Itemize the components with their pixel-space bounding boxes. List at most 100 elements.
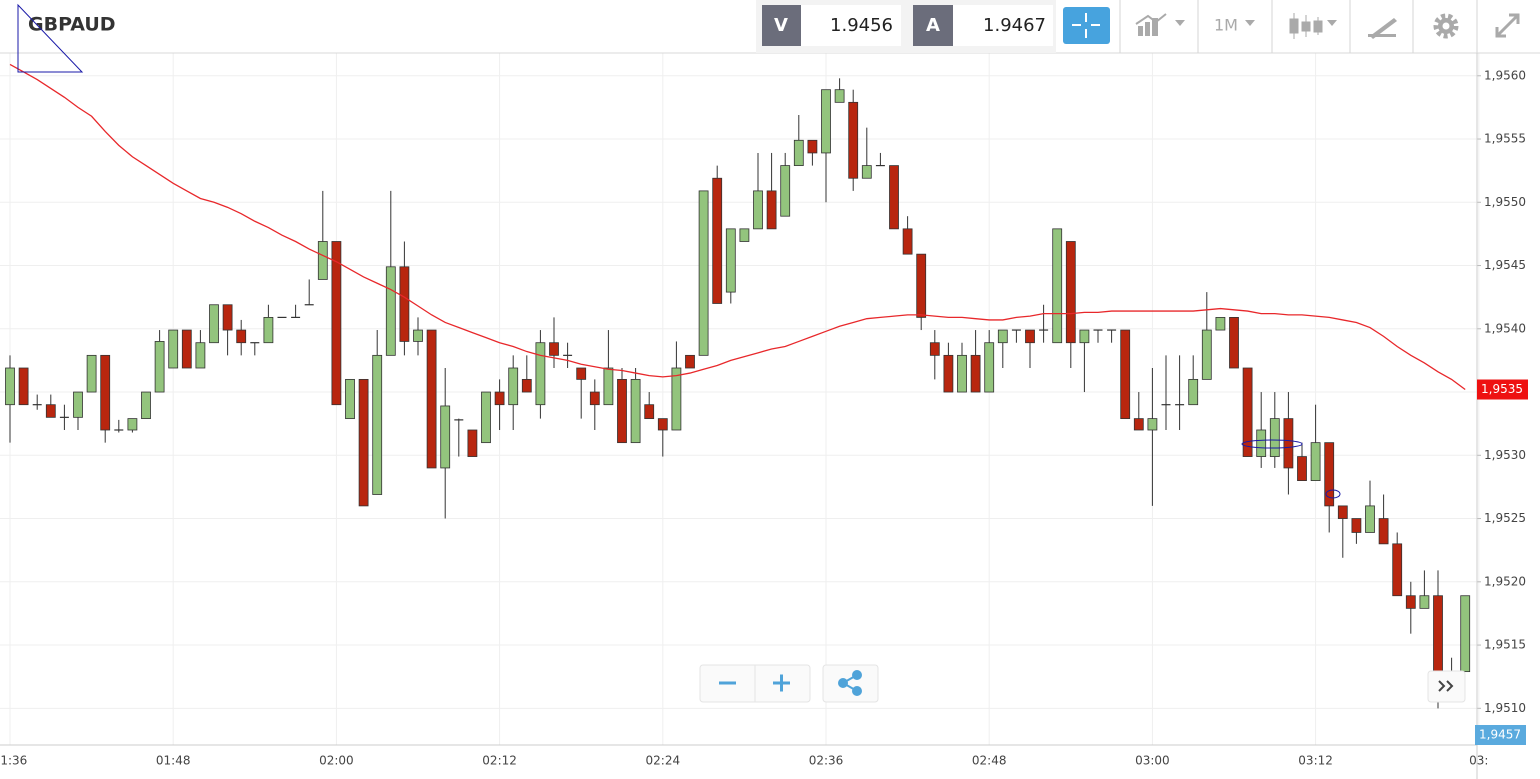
bear-candle bbox=[1025, 329, 1035, 344]
x-tick-label: 01:36 bbox=[0, 754, 27, 768]
bull-candle bbox=[508, 367, 519, 406]
bear-candle bbox=[1283, 418, 1294, 469]
bull-candle bbox=[698, 190, 709, 356]
y-tick-label: 1,9530 bbox=[1484, 448, 1526, 462]
bull-candle bbox=[317, 241, 328, 280]
toolbar-dividers bbox=[1119, 0, 1478, 53]
bear-candle bbox=[1242, 367, 1253, 457]
fullscreen-button[interactable] bbox=[1495, 13, 1520, 38]
bull-candle bbox=[1201, 329, 1212, 380]
bull-candle bbox=[209, 304, 219, 344]
bear-candle bbox=[685, 354, 695, 369]
buy-price-box bbox=[953, 5, 1053, 46]
bull-candle bbox=[753, 190, 763, 230]
bull-candle bbox=[168, 329, 179, 369]
bear-candle bbox=[549, 342, 559, 356]
sell-price: 1.9456 bbox=[830, 15, 893, 36]
bear-candle bbox=[617, 378, 627, 444]
bull-candle bbox=[481, 391, 491, 444]
sell-price-box bbox=[801, 5, 901, 46]
draw-tool-button[interactable] bbox=[1368, 18, 1397, 39]
sell-label: V bbox=[774, 15, 788, 36]
share-icon bbox=[838, 670, 862, 696]
bid-price-label: 1,9457 bbox=[1479, 728, 1521, 742]
y-tick-label: 1,9555 bbox=[1484, 132, 1526, 146]
bear-candle bbox=[1133, 418, 1144, 431]
bear-candle bbox=[807, 139, 818, 154]
bear-candle bbox=[916, 253, 927, 318]
bull-candle bbox=[671, 367, 682, 431]
scroll-to-end-button[interactable] bbox=[1427, 670, 1466, 703]
bull-candle bbox=[1256, 429, 1267, 457]
bull-candle bbox=[127, 418, 138, 431]
bull-candle bbox=[739, 228, 750, 242]
bear-candle bbox=[657, 418, 668, 431]
buy-button[interactable] bbox=[913, 5, 953, 46]
bull-candle bbox=[861, 165, 872, 179]
x-tick-label: 02:00 bbox=[319, 754, 354, 768]
plot bbox=[5, 63, 1471, 709]
bear-candle bbox=[902, 228, 913, 255]
bear-candle bbox=[576, 367, 587, 380]
candle-type-button[interactable] bbox=[1289, 13, 1337, 39]
bear-candle bbox=[943, 354, 954, 393]
bull-candle bbox=[793, 139, 804, 166]
bull-candle bbox=[821, 89, 831, 154]
bear-candle bbox=[426, 329, 437, 469]
bear-candle bbox=[1433, 595, 1443, 673]
zoom-in-button[interactable] bbox=[773, 674, 790, 692]
x-tick-label: 01:48 bbox=[156, 754, 191, 768]
bear-candle bbox=[45, 404, 56, 418]
axes: 1,9510 1,9515 1,9520 1,9525 1,9530 1,9535 1,95… bbox=[0, 53, 1528, 779]
timeframe[interactable]: 1M bbox=[1214, 16, 1238, 35]
y-tick-label: 1,9545 bbox=[1484, 258, 1526, 272]
y-tick-label: 1,9560 bbox=[1484, 68, 1526, 82]
bull-candle bbox=[263, 317, 274, 344]
y-tick-label: 1,9540 bbox=[1484, 321, 1526, 335]
bull-candle bbox=[630, 378, 641, 444]
bear-candle bbox=[181, 329, 192, 369]
bear-candle bbox=[929, 342, 940, 356]
zoom-controls bbox=[699, 664, 879, 703]
chart-type-button[interactable] bbox=[1135, 13, 1185, 36]
bull-candle bbox=[385, 266, 396, 356]
x-tick-label: 02:48 bbox=[972, 754, 1007, 768]
bear-candle bbox=[589, 391, 600, 406]
bull-candle bbox=[1052, 228, 1063, 344]
symbol[interactable]: GBPAUD bbox=[28, 14, 116, 36]
share-button[interactable] bbox=[822, 664, 879, 703]
drawing-ellipse bbox=[1325, 489, 1341, 499]
crosshair-button[interactable] bbox=[1063, 7, 1110, 44]
bear-candle bbox=[494, 391, 505, 406]
bull-candle bbox=[345, 378, 355, 420]
bull-candle bbox=[1079, 329, 1090, 344]
timeframe-caret bbox=[1245, 20, 1255, 26]
bull-candle bbox=[86, 354, 97, 393]
bear-candle bbox=[712, 177, 723, 304]
bear-candle bbox=[848, 101, 859, 179]
bear-candle bbox=[467, 429, 478, 457]
bear-candle bbox=[521, 378, 532, 393]
bull-candle bbox=[141, 391, 151, 420]
bull-candle bbox=[372, 354, 383, 495]
bull-candle bbox=[1269, 418, 1280, 457]
bull-candle bbox=[5, 367, 15, 406]
bear-candle bbox=[1337, 505, 1348, 519]
bull-candle bbox=[997, 329, 1008, 344]
bull-candle bbox=[1188, 378, 1199, 406]
bull-candle bbox=[535, 342, 546, 406]
bull-candle bbox=[195, 342, 206, 369]
bear-candle bbox=[1297, 456, 1307, 481]
settings-button[interactable] bbox=[1433, 13, 1459, 39]
bear-candle bbox=[18, 367, 29, 406]
bear-candle bbox=[1392, 543, 1403, 597]
bear-candle bbox=[1405, 595, 1416, 609]
buy-price: 1.9467 bbox=[983, 15, 1046, 36]
bear-candle bbox=[222, 304, 233, 331]
bull-candle bbox=[440, 405, 451, 469]
y-tick-label: 1,9510 bbox=[1484, 701, 1526, 715]
sell-button[interactable] bbox=[762, 5, 801, 46]
